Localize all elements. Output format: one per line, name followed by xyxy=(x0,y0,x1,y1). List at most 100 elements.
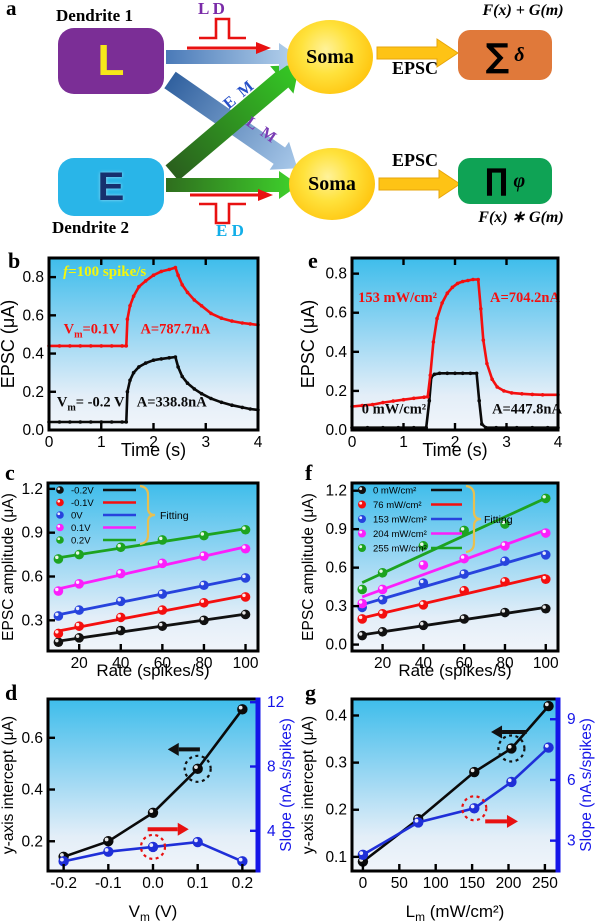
svg-text:f: f xyxy=(305,460,313,485)
svg-text:2: 2 xyxy=(149,434,158,451)
svg-text:0.4: 0.4 xyxy=(22,346,44,363)
svg-text:0: 0 xyxy=(348,434,357,451)
svg-text:Fitting: Fitting xyxy=(160,510,189,522)
svg-text:6: 6 xyxy=(567,772,576,789)
svg-text:0.6: 0.6 xyxy=(21,568,43,585)
svg-text:255 mW/cm²: 255 mW/cm² xyxy=(373,544,427,555)
svg-text:0.6: 0.6 xyxy=(325,560,347,577)
svg-text:b: b xyxy=(8,248,20,273)
svg-text:Fitting: Fitting xyxy=(484,514,513,526)
svg-text:-0.1: -0.1 xyxy=(95,875,122,892)
svg-text:3: 3 xyxy=(201,434,210,451)
svg-text:0.4: 0.4 xyxy=(21,782,43,799)
svg-text:0.1: 0.1 xyxy=(187,875,209,892)
svg-text:3: 3 xyxy=(567,833,576,850)
svg-text:50: 50 xyxy=(391,875,409,892)
soma-2-label: Soma xyxy=(308,172,356,195)
equation-bottom: F(x) ∗ G(m) xyxy=(478,209,564,226)
svg-text:250: 250 xyxy=(532,875,558,892)
product-icon: ∏ xyxy=(484,163,509,198)
soma-1: Soma xyxy=(287,20,373,94)
ed-red-arrowhead xyxy=(258,189,273,201)
svg-text:0.6: 0.6 xyxy=(325,305,347,322)
positive-pulse-icon xyxy=(199,17,246,40)
svg-text:100: 100 xyxy=(233,655,259,672)
svg-text:0.6: 0.6 xyxy=(21,730,43,747)
svg-text:0.2: 0.2 xyxy=(21,833,43,850)
svg-text:y-axis intercept (μA): y-axis intercept (μA) xyxy=(300,716,317,854)
svg-text:0.2: 0.2 xyxy=(22,384,44,401)
ld-pulse-label: L D xyxy=(198,0,225,18)
svg-text:4: 4 xyxy=(254,434,263,451)
arrow-e-to-soma1 xyxy=(165,64,300,181)
svg-text:0V: 0V xyxy=(71,511,83,522)
equation-top: F(x) + G(m) xyxy=(482,2,564,19)
svg-text:100: 100 xyxy=(423,875,449,892)
series-255 mW/cm2 xyxy=(357,493,551,595)
svg-text:12: 12 xyxy=(267,694,284,711)
sum-box: ∑ δ xyxy=(458,30,552,80)
series-0 mW/cm2 xyxy=(357,603,551,641)
svg-text:80: 80 xyxy=(496,655,514,672)
svg-text:Rate (spikes/s): Rate (spikes/s) xyxy=(398,661,511,680)
svg-text:0: 0 xyxy=(359,875,368,892)
e-letter: E xyxy=(97,164,125,209)
svg-text:1: 1 xyxy=(399,434,408,451)
svg-text:0.9: 0.9 xyxy=(325,521,347,538)
svg-text:0.8: 0.8 xyxy=(325,266,347,283)
chart-f: 20 40 60 80 100 0.0 0.3 0.6 0.9 1.2 Rate (spikes/s… xyxy=(300,460,560,680)
svg-text:Slope (nA.s/spikes): Slope (nA.s/spikes) xyxy=(578,718,595,852)
series-Slope xyxy=(357,742,554,861)
series-Vm=0.1V xyxy=(47,265,260,348)
ed-pulse-label: E D xyxy=(216,221,244,240)
product-box: ∏ φ xyxy=(458,158,552,204)
svg-text:8: 8 xyxy=(267,759,276,776)
svg-text:0.2V: 0.2V xyxy=(71,536,91,547)
svg-text:200: 200 xyxy=(496,875,522,892)
svg-text:EPSC (μA): EPSC (μA) xyxy=(298,300,318,388)
svg-text:0.8: 0.8 xyxy=(22,269,44,286)
svg-text:9: 9 xyxy=(567,711,576,728)
svg-text:80: 80 xyxy=(195,655,213,672)
svg-text:40: 40 xyxy=(112,655,130,672)
svg-text:1.2: 1.2 xyxy=(325,483,347,500)
svg-text:0.2: 0.2 xyxy=(325,802,347,819)
svg-text:204 mW/cm²: 204 mW/cm² xyxy=(373,529,427,540)
svg-text:0.0: 0.0 xyxy=(325,422,347,439)
svg-text:0 mW/cm²: 0 mW/cm² xyxy=(362,401,426,417)
svg-text:-0.1V: -0.1V xyxy=(71,498,94,509)
series-76 mW/cm2 xyxy=(357,573,551,624)
svg-text:153 mW/cm²: 153 mW/cm² xyxy=(358,290,437,306)
dendrite-1-label: Dendrite 1 xyxy=(56,6,133,25)
soma-2: Soma xyxy=(289,148,375,220)
svg-text:0.0: 0.0 xyxy=(22,422,44,439)
legend: -0.2V-0.1V 0V0.1V 0.2V Fitting xyxy=(56,484,189,547)
svg-text:A=338.8nA: A=338.8nA xyxy=(137,395,207,411)
svg-text:150: 150 xyxy=(459,875,485,892)
svg-text:-0.2V: -0.2V xyxy=(71,486,94,497)
svg-text:y-axis intercept (μA): y-axis intercept (μA) xyxy=(0,716,17,854)
svg-text:g: g xyxy=(305,680,316,705)
svg-text:Slope (nA.s/spikes): Slope (nA.s/spikes) xyxy=(278,718,295,852)
svg-text:f=100 spike/s: f=100 spike/s xyxy=(63,264,146,280)
svg-text:0.1: 0.1 xyxy=(325,849,347,866)
series-204 mW/cm2 xyxy=(357,528,551,609)
dendrite-l-box: L xyxy=(58,28,164,94)
svg-text:0: 0 xyxy=(45,434,54,451)
svg-text:1.2: 1.2 xyxy=(21,481,43,498)
svg-text:EPSC (μA): EPSC (μA) xyxy=(0,300,18,388)
svg-text:EPSC amplitude (μA): EPSC amplitude (μA) xyxy=(0,493,17,641)
svg-text:Vm= -0.2 V: Vm= -0.2 V xyxy=(57,395,125,414)
panel-a-label: a xyxy=(6,0,17,20)
negative-pulse-icon xyxy=(199,202,246,225)
legend: 0 mW/cm² 76 mW/cm² 153 mW/cm² 204 mW/cm² 255… xyxy=(358,484,513,555)
epsc-arrow-bottom xyxy=(378,169,461,199)
svg-text:76 mW/cm²: 76 mW/cm² xyxy=(373,500,422,511)
svg-text:EPSC amplitude (μA): EPSC amplitude (μA) xyxy=(300,493,317,641)
svg-text:0.2: 0.2 xyxy=(232,875,254,892)
epsc-arrow-top xyxy=(376,38,459,68)
l-letter: L xyxy=(97,36,125,85)
svg-text:0.3: 0.3 xyxy=(325,755,347,772)
svg-text:0 mW/cm²: 0 mW/cm² xyxy=(373,486,416,497)
